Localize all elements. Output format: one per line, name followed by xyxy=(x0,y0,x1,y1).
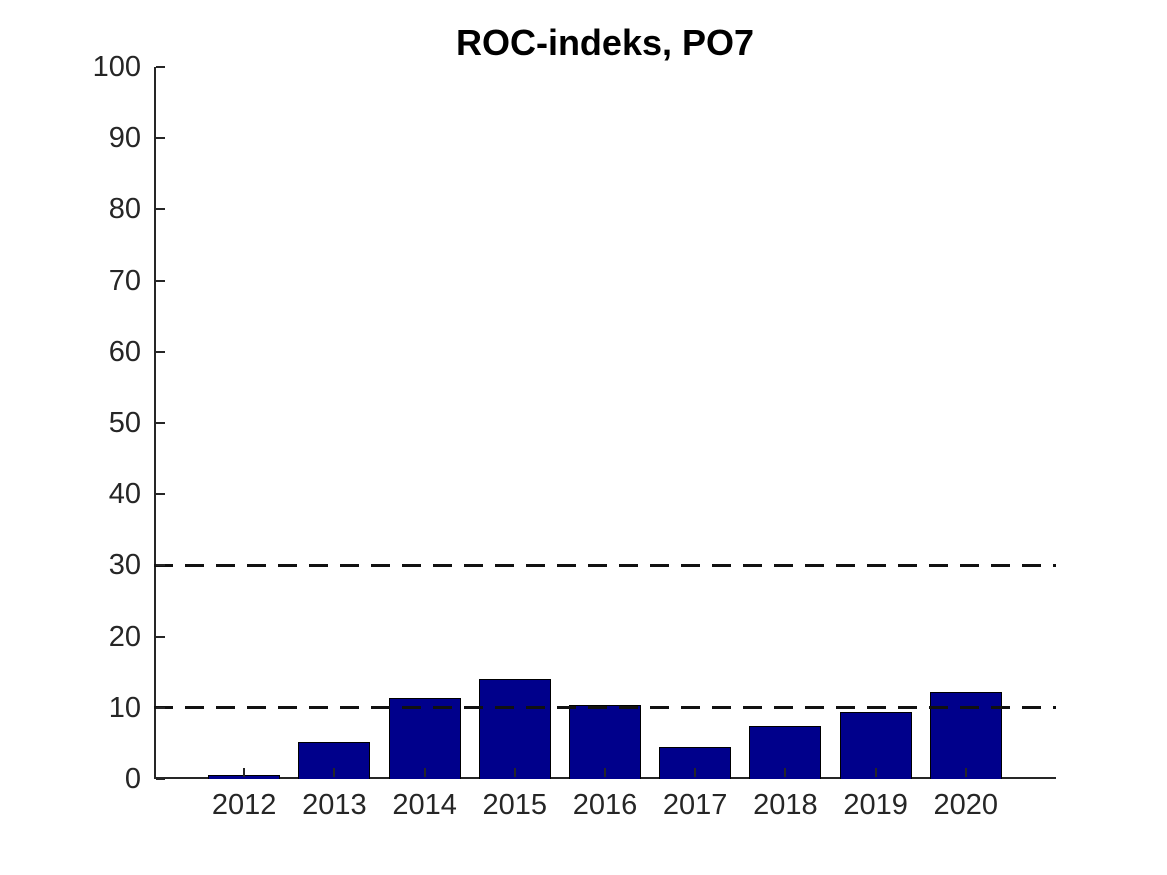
reference-line-10 xyxy=(154,706,1056,710)
bar-2014 xyxy=(388,697,461,779)
y-axis-tick-30 xyxy=(156,564,165,567)
x-axis-tick-label-2016: 2016 xyxy=(572,789,638,821)
y-axis-tick-90 xyxy=(156,137,165,140)
x-axis-tick-2015 xyxy=(513,768,516,777)
y-axis-tick-60 xyxy=(156,350,165,353)
y-axis-tick-20 xyxy=(156,635,165,638)
y-axis-tick-label-90: 90 xyxy=(108,122,141,155)
y-axis-tick-label-70: 70 xyxy=(108,264,141,297)
x-axis-tick-2016 xyxy=(604,768,606,777)
y-axis-tick-100 xyxy=(156,66,165,68)
bar-2019 xyxy=(839,712,912,779)
y-axis-tick-label-30: 30 xyxy=(108,549,141,582)
x-axis-tick-2012 xyxy=(243,768,246,777)
y-axis-tick-label-40: 40 xyxy=(108,478,141,511)
x-axis-tick-label-2013: 2013 xyxy=(302,789,367,821)
bar-2016 xyxy=(569,704,641,779)
y-axis-tick-40 xyxy=(156,493,165,496)
y-axis-tick-10 xyxy=(156,706,165,709)
x-axis-tick-label-2015: 2015 xyxy=(482,789,548,821)
plot-area xyxy=(154,67,1056,779)
x-axis-tick-2013 xyxy=(333,768,336,777)
x-axis-tick-2014 xyxy=(423,768,426,777)
y-axis-tick-70 xyxy=(156,279,165,282)
reference-line-30 xyxy=(154,563,1056,567)
x-axis-tick-2018 xyxy=(784,768,787,777)
x-axis-tick-2017 xyxy=(694,768,697,777)
y-axis-tick-label-20: 20 xyxy=(108,620,141,653)
x-axis-tick-label-2012: 2012 xyxy=(211,789,277,821)
x-axis-tick-label-2020: 2020 xyxy=(933,789,999,821)
y-axis-tick-label-50: 50 xyxy=(108,407,141,439)
y-axis-tick-label-100: 100 xyxy=(92,51,141,83)
bar-2020 xyxy=(929,692,1002,779)
x-axis-tick-label-2018: 2018 xyxy=(753,789,818,821)
y-axis-tick-80 xyxy=(156,208,165,211)
x-axis-tick-label-2017: 2017 xyxy=(662,789,728,821)
x-axis-tick-label-2019: 2019 xyxy=(843,789,908,821)
chart-title: ROC-indeks, PO7 xyxy=(455,22,755,63)
x-axis-tick-label-2014: 2014 xyxy=(392,789,457,821)
bar-2015 xyxy=(478,679,551,779)
y-axis-tick-label-80: 80 xyxy=(108,193,141,226)
y-axis-tick-label-0: 0 xyxy=(124,763,141,795)
y-axis-tick-label-10: 10 xyxy=(108,691,141,724)
x-axis-tick-2020 xyxy=(964,768,967,777)
y-axis-tick-0 xyxy=(156,778,165,780)
x-axis-tick-2019 xyxy=(874,768,877,777)
y-axis-tick-50 xyxy=(156,422,165,424)
y-axis-tick-label-60: 60 xyxy=(108,335,141,368)
